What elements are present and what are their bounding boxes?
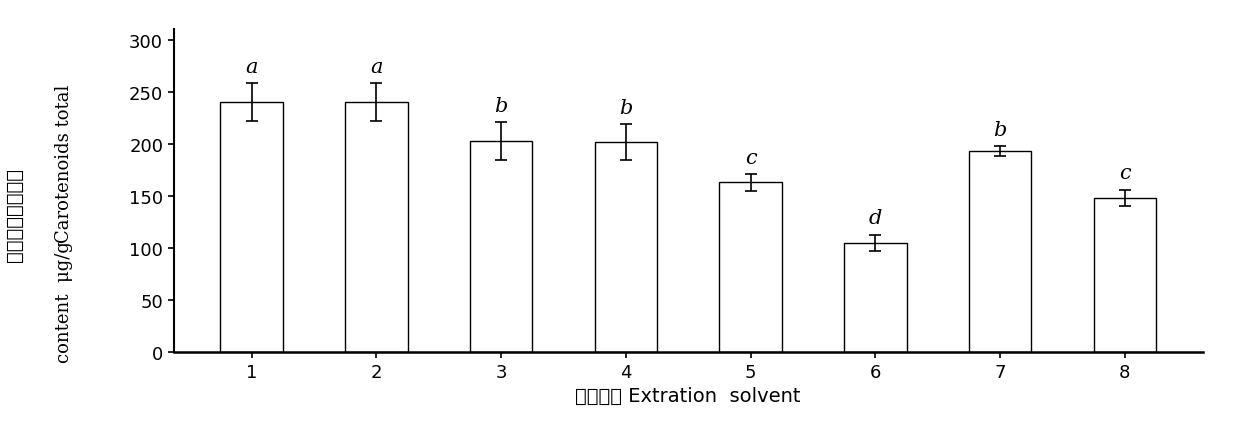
Text: Carotenoids total: Carotenoids total: [56, 84, 73, 243]
Text: b: b: [619, 98, 632, 117]
Text: 类胡萝卜素总含量: 类胡萝卜素总含量: [5, 168, 25, 262]
Text: c: c: [1118, 164, 1131, 183]
Bar: [345, 103, 408, 353]
Text: a: a: [370, 58, 383, 77]
Bar: [595, 142, 657, 353]
Bar: [470, 141, 532, 353]
Bar: [844, 243, 906, 353]
X-axis label: 浸提试剂 Extration  solvent: 浸提试剂 Extration solvent: [575, 387, 801, 405]
Bar: [719, 183, 781, 353]
Text: c: c: [745, 148, 756, 167]
Text: content  μg/g: content μg/g: [56, 240, 73, 362]
Text: b: b: [495, 96, 507, 115]
Bar: [221, 103, 283, 353]
Bar: [1094, 199, 1156, 353]
Bar: [968, 152, 1032, 353]
Text: d: d: [869, 209, 882, 228]
Text: b: b: [993, 120, 1007, 139]
Text: a: a: [246, 58, 258, 77]
